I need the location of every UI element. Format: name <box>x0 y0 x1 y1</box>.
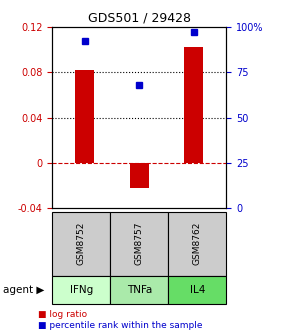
Bar <box>184 47 203 163</box>
Text: TNFa: TNFa <box>126 285 152 295</box>
Title: GDS501 / 29428: GDS501 / 29428 <box>88 11 191 24</box>
Text: ■ percentile rank within the sample: ■ percentile rank within the sample <box>38 322 202 330</box>
Text: IFNg: IFNg <box>70 285 93 295</box>
Text: GSM8762: GSM8762 <box>193 222 202 265</box>
Text: GSM8757: GSM8757 <box>135 222 144 265</box>
Bar <box>130 163 149 188</box>
Bar <box>75 70 94 163</box>
Text: ■ log ratio: ■ log ratio <box>38 310 87 319</box>
Text: IL4: IL4 <box>189 285 205 295</box>
Text: GSM8752: GSM8752 <box>77 222 86 265</box>
Text: agent ▶: agent ▶ <box>3 285 44 295</box>
